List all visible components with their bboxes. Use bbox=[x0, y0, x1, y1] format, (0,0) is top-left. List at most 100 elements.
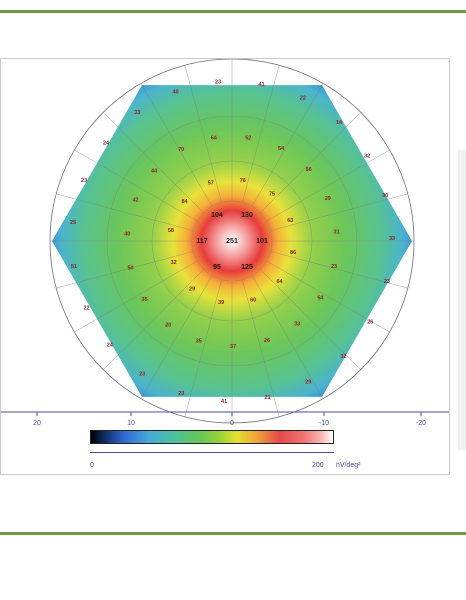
bottom-frame-line bbox=[0, 532, 466, 535]
response-value-label: 20 bbox=[165, 322, 171, 328]
grid-ray bbox=[270, 251, 408, 289]
response-value-label: 22 bbox=[83, 306, 89, 312]
response-value-label: 23 bbox=[215, 80, 221, 86]
response-value-label: 95 bbox=[213, 264, 221, 271]
response-value-label: 21 bbox=[264, 395, 270, 401]
grid-ray bbox=[140, 83, 213, 207]
response-value-label: 54 bbox=[278, 146, 285, 152]
response-value-label: 32 bbox=[364, 153, 370, 159]
response-value-label: 50 bbox=[127, 266, 133, 272]
response-value-label: 41 bbox=[259, 82, 265, 88]
response-value-label: 57 bbox=[208, 181, 214, 187]
grid-ray bbox=[74, 149, 198, 222]
response-value-label: 23 bbox=[178, 391, 184, 397]
x-axis-tick-label: 10 bbox=[127, 420, 135, 427]
response-value-label: 23 bbox=[384, 279, 390, 285]
grid-ray bbox=[103, 269, 204, 370]
response-value-label: 23 bbox=[331, 264, 337, 270]
response-value-label: 26 bbox=[367, 320, 373, 326]
grid-ray bbox=[74, 260, 198, 333]
response-value-label: 23 bbox=[81, 178, 87, 184]
colorbar-container bbox=[90, 430, 334, 444]
response-value-label: 64 bbox=[211, 136, 218, 142]
grid-ray bbox=[251, 275, 324, 399]
grid-ray bbox=[103, 112, 204, 213]
response-value-label: 25 bbox=[70, 220, 76, 226]
response-value-label: 56 bbox=[306, 167, 312, 173]
response-value-label: 130 bbox=[241, 212, 253, 219]
response-value-label: 84 bbox=[181, 199, 188, 205]
response-value-label: 117 bbox=[196, 238, 207, 245]
response-value-label: 26 bbox=[264, 338, 270, 344]
x-axis-tick-label: -10 bbox=[319, 420, 329, 427]
response-field-hexagon bbox=[52, 85, 412, 397]
response-value-label: 33 bbox=[294, 321, 300, 327]
x-axis-tick-label: -20 bbox=[416, 420, 426, 427]
response-value-label: 251 bbox=[226, 238, 238, 245]
response-value-label: 51 bbox=[71, 264, 77, 270]
grid-ray bbox=[56, 193, 194, 231]
grid-ring bbox=[106, 115, 358, 367]
response-value-label: 44 bbox=[151, 169, 158, 175]
grid-ray bbox=[260, 269, 361, 370]
colorbar bbox=[90, 430, 334, 444]
response-value-label: 76 bbox=[240, 178, 246, 184]
response-value-label: 63 bbox=[287, 218, 293, 224]
response-value-label: 125 bbox=[241, 264, 253, 271]
response-value-label: 86 bbox=[290, 250, 296, 256]
response-value-label: 31 bbox=[334, 229, 340, 235]
response-value-label: 33 bbox=[389, 236, 395, 242]
response-value-label: 64 bbox=[276, 279, 283, 285]
response-value-label: 52 bbox=[245, 135, 251, 141]
response-value-label: 39 bbox=[218, 300, 224, 306]
response-value-label: 54 bbox=[317, 296, 324, 302]
response-value-label: 14 bbox=[336, 120, 343, 126]
response-value-label: 70 bbox=[178, 147, 184, 153]
response-value-label: 58 bbox=[168, 228, 174, 234]
grid-ray bbox=[251, 83, 324, 207]
grid-ray bbox=[260, 112, 361, 213]
grid-ray bbox=[184, 279, 222, 417]
grid-ray bbox=[266, 260, 390, 333]
response-value-label: 35 bbox=[196, 339, 202, 345]
top-frame-line bbox=[0, 10, 466, 13]
grid-ring bbox=[151, 160, 313, 322]
grid-ray bbox=[242, 279, 280, 417]
response-value-label: 24 bbox=[107, 342, 114, 348]
grid-ray bbox=[242, 65, 280, 203]
response-value-label: 29 bbox=[189, 287, 195, 293]
response-value-label: 23 bbox=[139, 371, 145, 377]
response-value-label: 75 bbox=[269, 192, 275, 198]
response-value-label: 22 bbox=[300, 96, 306, 102]
response-value-label: 42 bbox=[132, 198, 138, 204]
response-value-label: 29 bbox=[325, 196, 331, 202]
grid-ray bbox=[266, 149, 390, 222]
grid-ring bbox=[191, 200, 273, 282]
response-value-label: 35 bbox=[142, 297, 148, 303]
response-value-label: 24 bbox=[103, 140, 110, 146]
response-value-label: 104 bbox=[211, 212, 223, 219]
response-value-label: 32 bbox=[340, 354, 346, 360]
response-value-label: 40 bbox=[173, 89, 179, 95]
colorbar-axis-line bbox=[90, 452, 334, 453]
response-value-label: 33 bbox=[134, 110, 140, 116]
grid-ray bbox=[270, 193, 408, 231]
x-axis-tick-label: 0 bbox=[230, 420, 234, 427]
x-axis-tick-label: 20 bbox=[33, 420, 41, 427]
response-value-label: 60 bbox=[250, 297, 256, 303]
response-value-label: 101 bbox=[256, 238, 268, 245]
mferg-panel: 251 104 130 101 125 95 117 57 76 75 63 86 64 60 39 29 32… bbox=[0, 58, 450, 475]
grid-ray bbox=[56, 251, 194, 289]
response-value-label: 29 bbox=[305, 380, 311, 386]
colorbar-unit-label: nV/deg² bbox=[336, 462, 361, 469]
grid-ray bbox=[184, 65, 222, 203]
response-value-label: 40 bbox=[124, 231, 130, 237]
colorbar-max-label: 200 bbox=[312, 462, 324, 469]
edge-strip bbox=[458, 150, 466, 450]
response-value-label: 30 bbox=[382, 193, 388, 199]
response-value-label: 32 bbox=[171, 260, 177, 266]
grid-ray bbox=[140, 275, 213, 399]
response-value-label: 41 bbox=[221, 399, 227, 405]
response-value-label: 37 bbox=[230, 344, 236, 350]
